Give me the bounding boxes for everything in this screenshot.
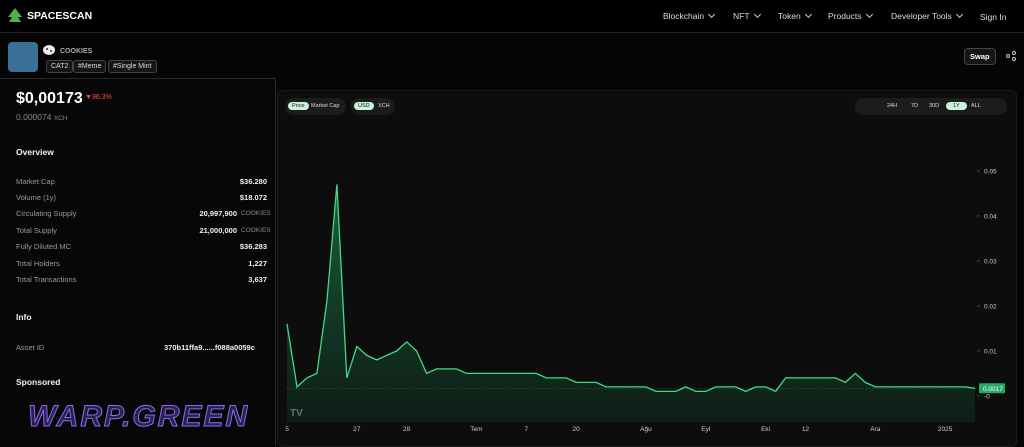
x-tick-label: 5 bbox=[285, 426, 289, 433]
toggle[interactable]: XCH bbox=[378, 103, 390, 109]
row-label: Volume (1y) bbox=[16, 193, 57, 202]
current-price-label: 0.0017 bbox=[983, 386, 1003, 393]
row-value: 1,227 bbox=[248, 259, 267, 268]
row-label: Fully Diluted MC bbox=[16, 242, 72, 251]
row-value: 20,997,900 bbox=[199, 209, 237, 218]
xch-value: 0.000074 bbox=[16, 112, 52, 122]
price-line bbox=[286, 184, 976, 393]
x-tick-label: 27 bbox=[353, 426, 361, 433]
tag[interactable]: #Meme bbox=[73, 60, 107, 73]
sign-in[interactable]: Sign In bbox=[980, 12, 1007, 22]
x-tick-label: 2025 bbox=[938, 426, 953, 433]
asset-id-label: Asset ID bbox=[16, 343, 45, 352]
swap-button[interactable]: Swap bbox=[964, 48, 996, 65]
logo-text[interactable]: SPACESCAN bbox=[27, 10, 93, 22]
sponsor-banner[interactable]: WARP.GREEN bbox=[27, 400, 250, 434]
toggle[interactable]: 7D bbox=[911, 103, 919, 109]
x-tick-label: Eyl bbox=[701, 426, 711, 433]
row-value: 3,637 bbox=[248, 275, 267, 284]
row-value: $36.280 bbox=[239, 177, 267, 186]
x-tick-label: 12 bbox=[802, 426, 810, 433]
toggle[interactable]: 24H bbox=[887, 103, 898, 109]
x-tick-label: Ara bbox=[870, 426, 881, 433]
asset-id[interactable]: 370b11ffa9......f088a0059c bbox=[164, 343, 255, 352]
token-name: COOKIES bbox=[60, 48, 93, 55]
row-value: $36.283 bbox=[239, 242, 267, 251]
toggle[interactable]: Price bbox=[288, 102, 309, 110]
x-tick-label: Tem bbox=[470, 426, 482, 433]
y-tick-label: -0 bbox=[984, 393, 990, 400]
toggle[interactable]: ALL bbox=[971, 103, 981, 109]
row-unit: COOKIES bbox=[241, 210, 271, 217]
section-title: Sponsored bbox=[16, 377, 61, 387]
price-area bbox=[287, 184, 975, 422]
x-tick-label: Eki bbox=[761, 426, 770, 433]
tag[interactable]: #Single Mint bbox=[108, 60, 157, 73]
price-usd: $0,00173 bbox=[16, 90, 83, 107]
token-avatar bbox=[8, 42, 38, 72]
y-tick-label: 0.02 bbox=[984, 303, 997, 310]
x-tick-label: 28 bbox=[403, 426, 411, 433]
toggle[interactable]: 1Y bbox=[946, 102, 967, 110]
row-label: Total Supply bbox=[16, 226, 57, 235]
row-label: Market Cap bbox=[16, 177, 55, 186]
section-title: Info bbox=[16, 312, 32, 322]
share-icon[interactable] bbox=[1006, 51, 1016, 61]
toggle-group bbox=[855, 98, 1007, 115]
token-sidebar bbox=[0, 78, 276, 446]
section-title: Overview bbox=[16, 147, 54, 157]
row-value: 21,000,000 bbox=[199, 226, 237, 235]
y-tick-label: 0.05 bbox=[984, 168, 997, 175]
nav-item[interactable]: Blockchain bbox=[663, 11, 714, 21]
row-label: Total Holders bbox=[16, 259, 60, 268]
x-tick-label: 7 bbox=[524, 426, 528, 433]
nav-item[interactable]: Developer Tools bbox=[891, 11, 962, 21]
y-tick-label: 0.03 bbox=[984, 258, 997, 265]
toggle[interactable]: 30D bbox=[929, 103, 940, 109]
x-tick-label: Ağu bbox=[640, 426, 652, 433]
toggle[interactable]: Market Cap bbox=[311, 103, 340, 109]
row-value: $18.072 bbox=[239, 193, 267, 202]
cookie-icon bbox=[43, 45, 55, 55]
row-unit: COOKIES bbox=[241, 227, 271, 234]
top-nav: SPACESCAN Blockchain NFT Token Products … bbox=[0, 0, 1024, 33]
row-label: Total Transactions bbox=[16, 275, 77, 284]
logo-icon bbox=[8, 8, 22, 22]
row-label: Circulating Supply bbox=[16, 209, 77, 218]
nav-item[interactable]: NFT bbox=[733, 11, 760, 21]
price-change: ▼96.3% bbox=[85, 94, 112, 101]
current-price-tag bbox=[979, 383, 1005, 394]
nav-item[interactable]: Products bbox=[828, 11, 872, 21]
x-tick-label: 20 bbox=[573, 426, 581, 433]
price-change-value: 96.3% bbox=[91, 94, 112, 101]
xch-unit: XCH bbox=[53, 115, 68, 122]
nav-item[interactable]: Token bbox=[778, 11, 811, 21]
toggle[interactable]: USD bbox=[354, 102, 374, 110]
y-tick-label: 0.01 bbox=[984, 348, 997, 355]
tag[interactable]: CAT2 bbox=[46, 60, 74, 73]
y-tick-label: 0.04 bbox=[984, 213, 997, 220]
price-xch: 0.000074 XCH bbox=[16, 112, 68, 122]
